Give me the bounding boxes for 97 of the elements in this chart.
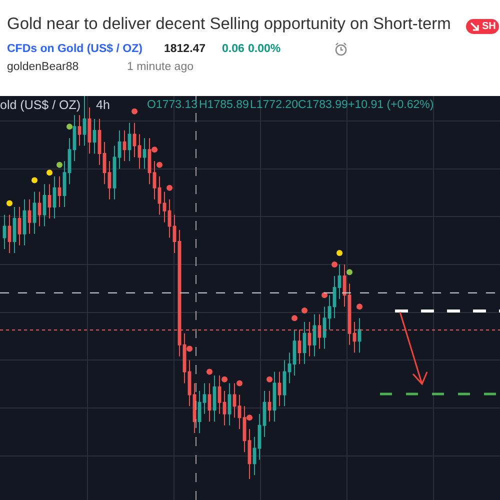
candlestick	[48, 184, 52, 220]
candlestick	[188, 360, 192, 407]
text: CFDs on Gold (US$ / OZ)	[7, 43, 142, 55]
point	[206, 368, 212, 375]
candlestick	[208, 382, 212, 422]
point	[292, 315, 298, 322]
point	[166, 184, 172, 191]
candlestick	[8, 214, 12, 254]
chart-title: Gold near to deliver decent Selling opportunity on Short-term	[7, 15, 451, 34]
point	[56, 162, 62, 168]
candlestick	[212, 375, 216, 422]
point	[246, 414, 252, 421]
candlestick	[278, 371, 282, 407]
annotation: old (US$ / OZ)	[0, 98, 81, 112]
text: 0.00%	[248, 43, 281, 55]
candlestick	[192, 382, 196, 434]
candlestick	[288, 352, 292, 384]
candlestick	[12, 206, 16, 254]
candlestick	[32, 191, 36, 234]
candlestick	[98, 118, 102, 166]
candlestick	[92, 118, 96, 154]
text: 0.06	[222, 43, 244, 55]
candlestick	[358, 318, 362, 354]
point	[356, 304, 362, 310]
candlestick	[102, 141, 106, 185]
candlestick	[18, 206, 22, 246]
candlestick	[158, 176, 162, 216]
candlestick	[268, 390, 272, 422]
candlestick	[172, 214, 176, 254]
point	[32, 177, 38, 184]
candlestick	[302, 321, 306, 365]
candlestick	[132, 122, 136, 158]
candlestick	[118, 130, 122, 170]
point	[46, 170, 52, 176]
candlestick	[238, 394, 242, 430]
candlestick	[342, 264, 346, 308]
point	[222, 376, 228, 382]
point	[332, 261, 338, 268]
candlestick	[262, 390, 266, 438]
candlestick	[28, 198, 32, 234]
text: 1812.47	[164, 43, 206, 55]
annotation: H1785.89	[199, 99, 249, 111]
candlestick	[82, 96, 86, 146]
point	[322, 292, 328, 298]
candlestick	[38, 191, 42, 227]
candlestick	[338, 264, 342, 300]
text: 1 minute ago	[127, 61, 194, 73]
candlestick	[58, 176, 62, 208]
candlestick	[202, 382, 206, 414]
candlestick	[88, 106, 92, 154]
annotation: O1773.13	[147, 99, 198, 111]
candlestick	[52, 176, 56, 220]
candlestick	[22, 198, 26, 246]
annotation: C1783.99	[298, 99, 348, 111]
candlestick	[168, 198, 172, 238]
candlestick	[142, 138, 146, 170]
candlestick	[292, 329, 296, 376]
candlestick	[68, 138, 72, 185]
candlestick	[162, 191, 166, 223]
candlestick	[42, 184, 46, 227]
point	[156, 162, 162, 168]
point	[302, 307, 308, 314]
annotation: 4h	[96, 98, 110, 112]
candlestick	[312, 314, 316, 357]
candlestick	[112, 145, 116, 200]
point	[336, 250, 342, 256]
candlestick	[222, 390, 226, 426]
annotation: L1772.20	[250, 99, 298, 111]
point	[66, 124, 72, 130]
candlestick	[72, 114, 76, 162]
point	[186, 346, 192, 352]
candlestick	[62, 160, 66, 208]
candlestick	[332, 275, 336, 319]
point	[152, 146, 158, 153]
point	[236, 380, 242, 386]
text: goldenBear88	[7, 61, 79, 73]
candlestick	[258, 413, 262, 460]
candlestick	[272, 371, 276, 422]
candlestick	[122, 130, 126, 162]
annotation: +10.91 (+0.62%)	[348, 99, 434, 111]
point	[346, 269, 352, 276]
candlestick	[2, 214, 6, 250]
candlestick	[198, 390, 202, 434]
candlestick	[282, 360, 286, 407]
candlestick	[228, 382, 232, 426]
candlestick	[322, 306, 326, 350]
text: SH	[466, 19, 499, 34]
point	[266, 376, 272, 382]
candlestick	[252, 436, 256, 476]
candlestick	[328, 294, 332, 330]
candlestick	[128, 122, 132, 162]
candlestick	[138, 134, 142, 170]
point	[6, 200, 12, 206]
candlestick	[78, 114, 82, 146]
candlestick	[108, 160, 112, 200]
point	[132, 108, 138, 114]
candlestick	[248, 428, 252, 480]
